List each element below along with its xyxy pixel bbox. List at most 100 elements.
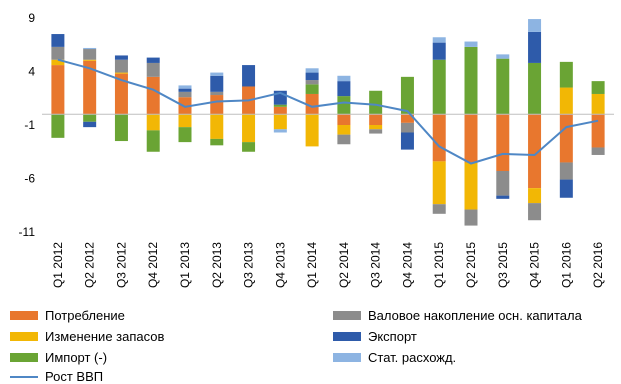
bar-segment bbox=[432, 114, 446, 162]
bar-segment bbox=[369, 129, 383, 134]
bar-segment bbox=[591, 114, 605, 148]
x-tick-label: Q1 2015 bbox=[432, 242, 446, 288]
bar-segment bbox=[210, 75, 224, 92]
bar-segment bbox=[337, 125, 351, 135]
bar-segment bbox=[114, 73, 128, 115]
legend-swatch-gdp-growth bbox=[10, 375, 38, 378]
bar-segment bbox=[51, 34, 65, 47]
legend-swatch-stat-discrepancy bbox=[333, 353, 361, 362]
bar-segment bbox=[273, 104, 287, 107]
bar-segment bbox=[210, 91, 224, 96]
bar-segment bbox=[528, 19, 542, 32]
x-tick-label: Q2 2015 bbox=[464, 242, 478, 288]
legend-swatch-inventories bbox=[10, 332, 38, 341]
x-tick-label: Q4 2012 bbox=[146, 242, 160, 288]
bar-segment bbox=[83, 114, 97, 122]
bar-segment bbox=[242, 65, 256, 87]
bar-segment bbox=[496, 171, 510, 196]
legend-item-export: Экспорт bbox=[333, 329, 417, 344]
bar-segment bbox=[432, 42, 446, 60]
bar-segment bbox=[528, 31, 542, 63]
legend-label-consumption: Потребление bbox=[45, 308, 125, 323]
bar-segment bbox=[210, 72, 224, 76]
bar-segment bbox=[528, 203, 542, 221]
bar-segment bbox=[337, 81, 351, 97]
bar-segment bbox=[464, 162, 478, 210]
bar-segment bbox=[559, 61, 573, 88]
y-tick-label: 9 bbox=[28, 11, 35, 25]
bar-segment bbox=[146, 57, 160, 63]
bar-segment bbox=[178, 91, 192, 98]
bar-segment bbox=[305, 68, 319, 73]
bar-segment bbox=[210, 138, 224, 146]
x-tick-label: Q4 2015 bbox=[528, 242, 542, 288]
bar-segment bbox=[559, 179, 573, 198]
bar-segment bbox=[369, 90, 383, 115]
legend-swatch-consumption bbox=[10, 311, 38, 320]
bar-segment bbox=[146, 62, 160, 77]
bar-segment bbox=[432, 37, 446, 43]
bar-segment bbox=[305, 84, 319, 94]
bar-segment bbox=[591, 81, 605, 94]
bar-segment bbox=[114, 59, 128, 73]
x-tick-label: Q1 2014 bbox=[305, 242, 319, 288]
legend-label-inventories: Изменение запасов bbox=[45, 329, 165, 344]
bar-segment bbox=[432, 161, 446, 205]
bar-segment bbox=[178, 127, 192, 143]
bar-segment bbox=[559, 114, 573, 163]
bar-segment bbox=[496, 54, 510, 59]
bar-segment bbox=[528, 62, 542, 115]
bar-segment bbox=[496, 58, 510, 115]
bar-segment bbox=[51, 59, 65, 66]
legend-item-consumption: Потребление bbox=[10, 308, 125, 323]
gdp-growth-line bbox=[57, 58, 599, 165]
legend-swatch-import bbox=[10, 353, 38, 362]
bar-segment bbox=[496, 195, 510, 199]
bar-segment bbox=[400, 76, 414, 115]
bar-segment bbox=[591, 93, 605, 115]
x-tick-label: Q3 2012 bbox=[114, 242, 128, 288]
bar-segment bbox=[305, 80, 319, 85]
x-tick-label: Q3 2015 bbox=[496, 242, 510, 288]
legend-item-fixed-capital: Валовое накопление осн. капитала bbox=[333, 308, 582, 323]
bar-segment bbox=[464, 209, 478, 226]
x-tick-label: Q4 2014 bbox=[400, 242, 414, 288]
bar-segment bbox=[146, 76, 160, 115]
x-tick-label: Q2 2016 bbox=[591, 242, 605, 288]
x-axis-labels: Q1 2012 Q2 2012 Q3 2012 Q4 2012 Q1 2013 Q2 20… bbox=[51, 242, 605, 288]
legend-label-import: Импорт (-) bbox=[45, 350, 108, 365]
bar-segment bbox=[83, 47, 97, 50]
y-tick-label: -1 bbox=[24, 118, 35, 132]
x-tick-label: Q2 2012 bbox=[83, 242, 97, 288]
bar-segment bbox=[146, 130, 160, 152]
legend-swatch-export bbox=[333, 332, 361, 341]
bar-segment bbox=[178, 85, 192, 89]
bar-segment bbox=[337, 114, 351, 125]
bar-segment bbox=[83, 49, 97, 60]
bar-segment bbox=[559, 87, 573, 115]
bar-segment bbox=[273, 114, 287, 130]
bar-segment bbox=[432, 59, 446, 115]
bar-segment bbox=[305, 72, 319, 81]
bar-segment bbox=[369, 114, 383, 125]
gdp-contribution-chart: 94-1-6-11 Q1 2012 Q2 2012 Q3 2012 Q4 2012 Q1… bbox=[19, 11, 614, 288]
y-tick-label: -6 bbox=[24, 172, 35, 186]
legend-label-stat-discrepancy: Стат. расхожд. bbox=[368, 350, 457, 365]
bar-segment bbox=[464, 114, 478, 163]
x-tick-label: Q1 2016 bbox=[559, 242, 573, 288]
x-tick-label: Q4 2013 bbox=[273, 242, 287, 288]
bar-segment bbox=[178, 114, 192, 128]
bar-segment bbox=[210, 114, 224, 139]
bar-segment bbox=[528, 188, 542, 204]
bar-segment bbox=[114, 55, 128, 60]
bar-segment bbox=[369, 125, 383, 130]
bar-segment bbox=[400, 114, 414, 123]
bar-segment bbox=[528, 114, 542, 189]
y-axis-labels: 9 4 -1 -6 -11 bbox=[19, 11, 36, 239]
bar-segment bbox=[337, 96, 351, 115]
legend-item-inventories: Изменение запасов bbox=[10, 329, 164, 344]
x-tick-label: Q1 2013 bbox=[178, 242, 192, 288]
x-tick-label: Q2 2014 bbox=[337, 242, 351, 288]
bar-segment bbox=[305, 114, 319, 147]
bar-segment bbox=[146, 114, 160, 131]
